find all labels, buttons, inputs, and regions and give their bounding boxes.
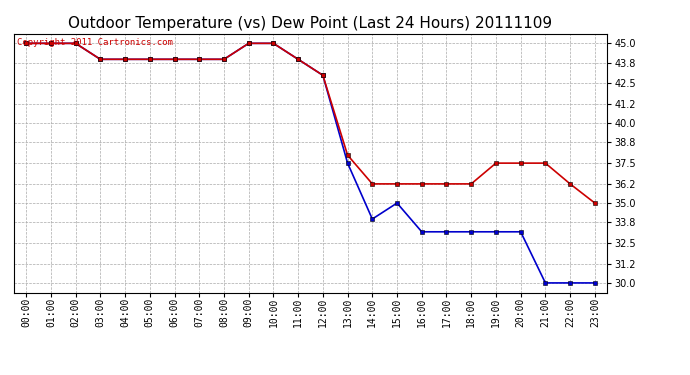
- Title: Outdoor Temperature (vs) Dew Point (Last 24 Hours) 20111109: Outdoor Temperature (vs) Dew Point (Last…: [68, 16, 553, 31]
- Text: Copyright 2011 Cartronics.com: Copyright 2011 Cartronics.com: [17, 38, 172, 46]
